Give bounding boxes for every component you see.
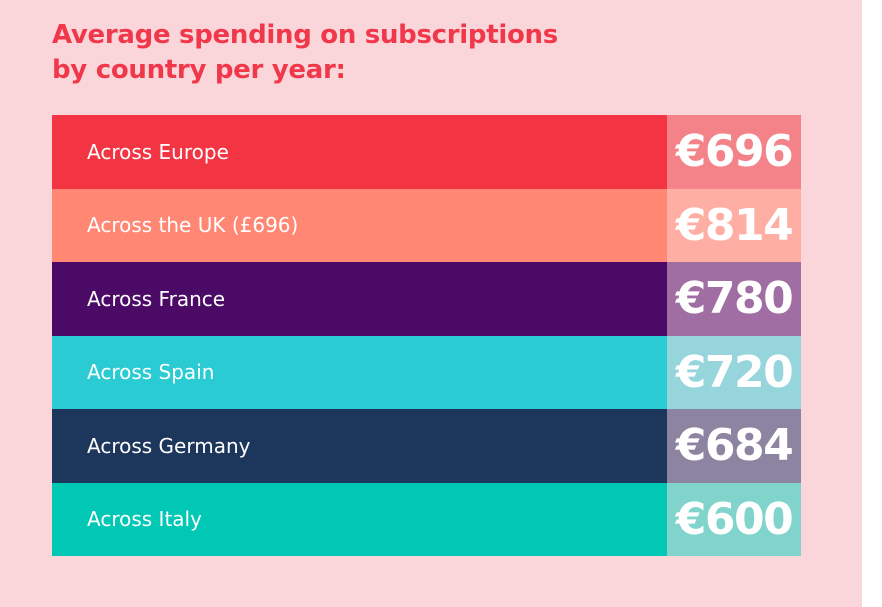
row-label: Across the UK (£696) xyxy=(52,188,667,262)
row-value: €684 xyxy=(667,409,801,483)
table-row: Across Germany €684 xyxy=(52,409,801,483)
row-value: €600 xyxy=(667,482,801,556)
spending-table: Across Europe €696 Across the UK (£696) €81… xyxy=(52,115,801,556)
row-value: €814 xyxy=(667,188,801,262)
row-value: €720 xyxy=(667,335,801,409)
table-row: Across France €780 xyxy=(52,262,801,336)
chart-panel: Average spending on subscriptions by cou… xyxy=(0,0,862,607)
row-label: Across Spain xyxy=(52,335,667,409)
chart-title-line-2: by country per year: xyxy=(52,55,346,85)
table-row: Across the UK (£696) €814 xyxy=(52,188,801,262)
row-value: €696 xyxy=(667,115,801,189)
row-label: Across Germany xyxy=(52,409,667,483)
table-row: Across Spain €720 xyxy=(52,335,801,409)
chart-title: Average spending on subscriptions by cou… xyxy=(52,18,572,88)
table-row: Across Italy €600 xyxy=(52,482,801,556)
chart-title-line-1: Average spending on subscriptions xyxy=(52,20,558,50)
table-row: Across Europe €696 xyxy=(52,115,801,189)
row-label: Across Europe xyxy=(52,115,667,189)
row-value: €780 xyxy=(667,262,801,336)
row-label: Across France xyxy=(52,262,667,336)
row-label: Across Italy xyxy=(52,482,667,556)
